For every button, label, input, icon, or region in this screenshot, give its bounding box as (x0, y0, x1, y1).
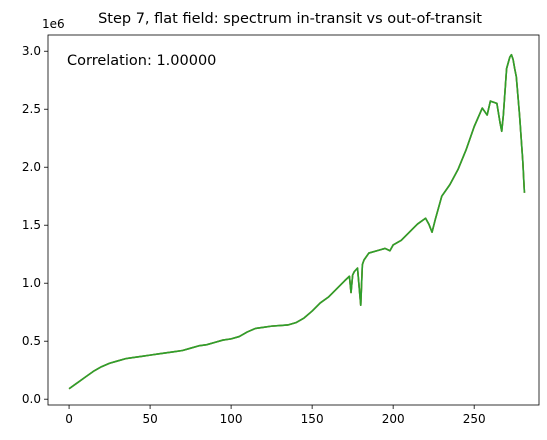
chart-title: Step 7, flat field: spectrum in-transit … (98, 11, 482, 27)
series-line-3 (68, 53, 526, 390)
plot-frame (47, 34, 540, 406)
y-offset-label: 1e6 (42, 17, 65, 31)
x-tick-label: 100 (220, 412, 243, 426)
y-tick-label: 0.5 (22, 334, 41, 348)
y-tick-label: 0.0 (22, 392, 41, 406)
x-tick-label: 200 (382, 412, 405, 426)
x-tick-label: 0 (65, 412, 73, 426)
x-tick-label: 50 (142, 412, 157, 426)
correlation-annotation: Correlation: 1.00000 (67, 53, 216, 69)
y-tick-label: 2.0 (22, 160, 41, 174)
y-axis: 0.0 0.5 1.0 1.5 2.0 2.5 3.0 (22, 44, 48, 406)
y-tick-label: 1.0 (22, 276, 41, 290)
y-tick-label: 1.5 (22, 218, 41, 232)
x-axis: 0 50 100 150 200 250 (65, 405, 486, 426)
x-tick-label: 150 (301, 412, 324, 426)
x-tick-label: 250 (463, 412, 486, 426)
y-tick-label: 2.5 (22, 102, 41, 116)
series-layer (68, 53, 526, 390)
y-tick-label: 3.0 (22, 44, 41, 58)
